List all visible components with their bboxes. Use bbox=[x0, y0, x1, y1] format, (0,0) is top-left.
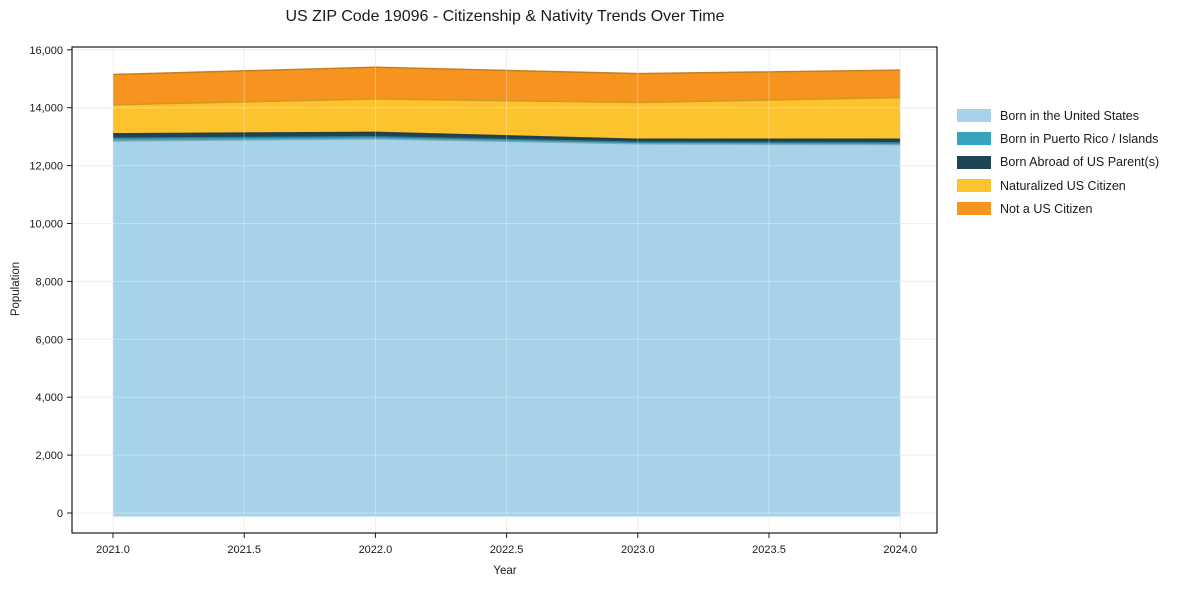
y-axis-label: Population bbox=[10, 261, 22, 317]
x-tick-label: 2022.0 bbox=[359, 544, 393, 556]
legend: Born in the United States Born in Puerto … bbox=[957, 104, 1159, 220]
area-not-a-us-citizen bbox=[113, 67, 901, 105]
legend-item-not-a-us-citizen: Not a US Citizen bbox=[957, 197, 1159, 220]
legend-item-born-in-puerto-rico-islands: Born in Puerto Rico / Islands bbox=[957, 127, 1159, 150]
y-tick-label: 16,000 bbox=[29, 45, 63, 57]
legend-swatch bbox=[957, 132, 991, 146]
y-tick-label: 0 bbox=[57, 508, 63, 520]
area-edge-naturalized-us-citizen bbox=[112, 96, 901, 106]
x-tick-label: 2022.5 bbox=[490, 544, 524, 556]
x-tick-label: 2024.0 bbox=[883, 544, 917, 556]
y-tick-label: 10,000 bbox=[29, 219, 63, 231]
y-tick-label: 4,000 bbox=[35, 392, 63, 404]
legend-label: Born in Puerto Rico / Islands bbox=[1000, 131, 1159, 146]
area-edge-not-a-us-citizen bbox=[112, 66, 901, 76]
legend-label: Not a US Citizen bbox=[1000, 201, 1093, 216]
area-naturalized-us-citizen bbox=[113, 97, 901, 140]
x-tick-label: 2021.5 bbox=[227, 544, 261, 556]
x-axis-label: Year bbox=[493, 565, 517, 577]
legend-swatch bbox=[957, 109, 991, 123]
y-tick-label: 6,000 bbox=[35, 334, 63, 346]
legend-label: Born in the United States bbox=[1000, 108, 1139, 123]
legend-swatch bbox=[957, 179, 991, 193]
legend-label: Born Abroad of US Parent(s) bbox=[1000, 155, 1160, 170]
chart-title: US ZIP Code 19096 - Citizenship & Nativi… bbox=[285, 8, 725, 25]
legend-item-naturalized-us-citizen: Naturalized US Citizen bbox=[957, 174, 1159, 197]
area-born-in-the-united-states bbox=[113, 138, 901, 517]
legend-item-born-in-the-united-states: Born in the United States bbox=[957, 104, 1159, 127]
area-born-abroad-of-us-parent-s bbox=[113, 132, 901, 143]
area-edge-born-in-the-united-states bbox=[112, 138, 901, 146]
x-tick-label: 2023.5 bbox=[752, 544, 786, 556]
y-tick-label: 8,000 bbox=[35, 276, 63, 288]
x-tick-label: 2023.0 bbox=[621, 544, 655, 556]
area-edge-born-in-puerto-rico-islands bbox=[112, 135, 901, 144]
y-tick-label: 14,000 bbox=[29, 103, 63, 115]
y-tick-label: 2,000 bbox=[35, 450, 63, 462]
legend-swatch bbox=[957, 202, 991, 216]
plot-border bbox=[71, 46, 938, 534]
legend-label: Naturalized US Citizen bbox=[1000, 178, 1126, 193]
x-tick-label: 2021.0 bbox=[96, 544, 130, 556]
legend-swatch bbox=[957, 155, 991, 169]
area-edge-born-abroad-of-us-parent-s bbox=[112, 131, 901, 140]
legend-item-born-abroad-of-us-parent-s: Born Abroad of US Parent(s) bbox=[957, 151, 1159, 174]
y-tick-label: 12,000 bbox=[29, 161, 63, 173]
